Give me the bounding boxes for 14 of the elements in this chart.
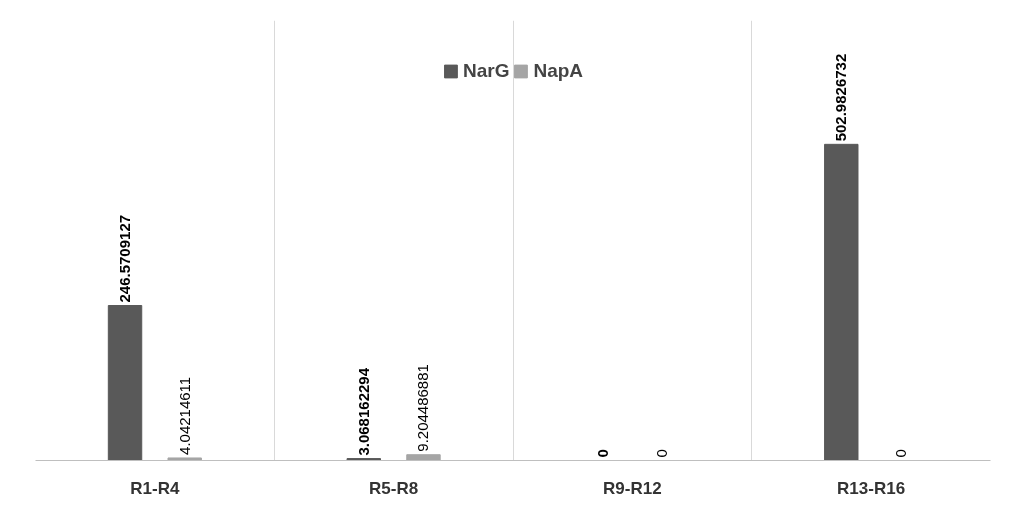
data-label: 0 (593, 449, 611, 458)
x-tick-label: R13-R16 (837, 478, 906, 498)
data-label: 3.068162294 (354, 367, 372, 456)
data-label: 9.204486881 (414, 364, 432, 452)
data-label: 0 (891, 449, 909, 458)
x-tick-label: R5-R8 (369, 478, 419, 498)
legend-label: NarG (462, 60, 510, 82)
x-tick-label: R1-R4 (130, 478, 180, 498)
x-tick-label: R9-R12 (603, 478, 662, 498)
legend-label: NapA (533, 60, 584, 82)
data-label: 246.5709127 (116, 214, 134, 303)
data-label: 0 (653, 449, 671, 458)
data-label: 502.9826732 (832, 53, 850, 142)
data-label: 4.04214611 (175, 376, 193, 455)
